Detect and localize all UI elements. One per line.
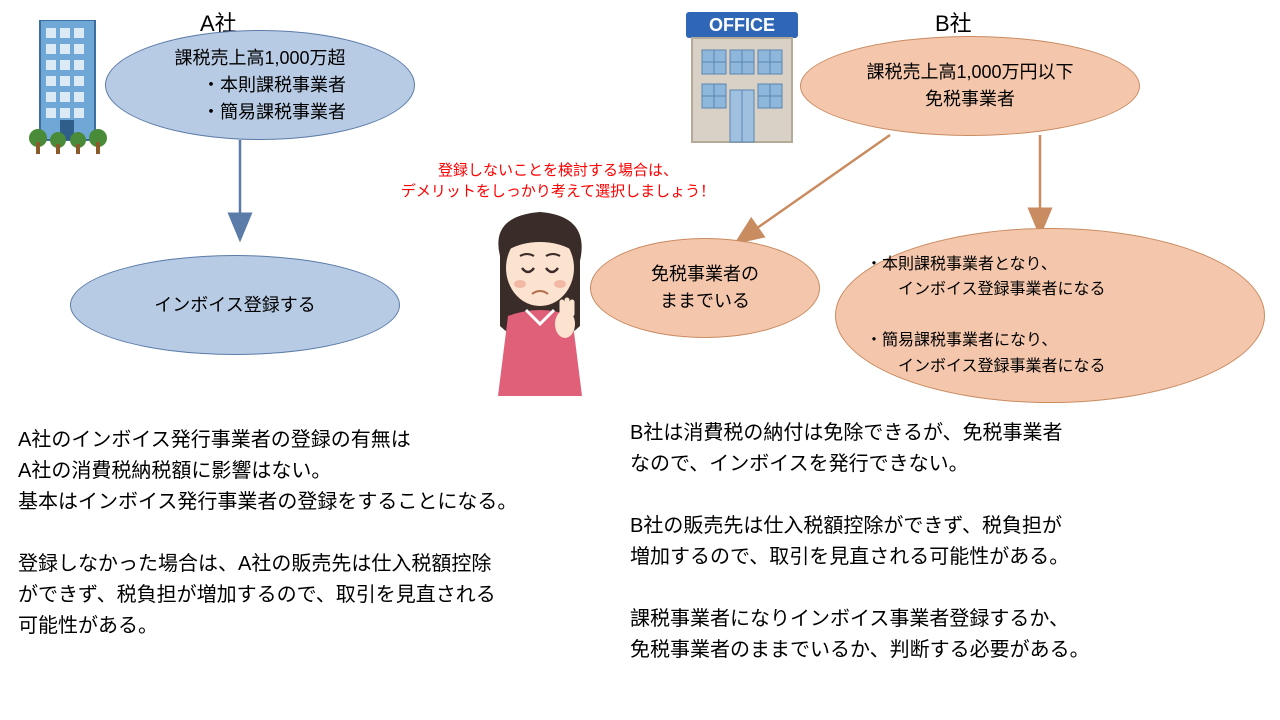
company-b-right-ellipse: ・本則課税事業者となり、 インボイス登録事業者になる ・簡易課税事業者になり、 …: [835, 228, 1265, 403]
b-top-line2: 免税事業者: [866, 86, 1073, 113]
thinking-woman-icon: [470, 206, 610, 401]
office-sign-text: OFFICE: [709, 15, 775, 35]
company-a-paragraph: A社のインボイス発行事業者の登録の有無は A社の消費税納税額に影響はない。 基本…: [18, 425, 588, 642]
company-a-bottom-ellipse: インボイス登録する: [70, 255, 400, 355]
a-top-line2: ・本則課税事業者: [202, 72, 346, 99]
company-b-top-ellipse: 課税売上高1,000万円以下 免税事業者: [800, 36, 1140, 136]
company-b-paragraph: B社は消費税の納付は免除できるが、免税事業者 なので、インボイスを発行できない。…: [630, 418, 1270, 666]
company-b-left-ellipse: 免税事業者の ままでいる: [590, 238, 820, 338]
a-top-line1: 課税売上高1,000万超: [174, 45, 346, 72]
arrow-a-down: [225, 140, 255, 250]
company-a-top-ellipse: 課税売上高1,000万超 ・本則課税事業者 ・簡易課税事業者: [105, 30, 415, 140]
a-bottom-text: インボイス登録する: [154, 292, 315, 319]
b-right-text: ・本則課税事業者となり、 インボイス登録事業者になる ・簡易課税事業者になり、 …: [836, 252, 1264, 380]
b-top-line1: 課税売上高1,000万円以下: [866, 59, 1073, 86]
company-b-title: B社: [935, 6, 972, 38]
b-left-text: 免税事業者の ままでいる: [651, 261, 759, 315]
building-icon: [20, 20, 110, 170]
a-top-line3: ・簡易課税事業者: [202, 99, 346, 126]
warning-text: 登録しないことを検討する場合は、 デメリットをしっかり考えて選択しましょう！: [398, 160, 718, 202]
